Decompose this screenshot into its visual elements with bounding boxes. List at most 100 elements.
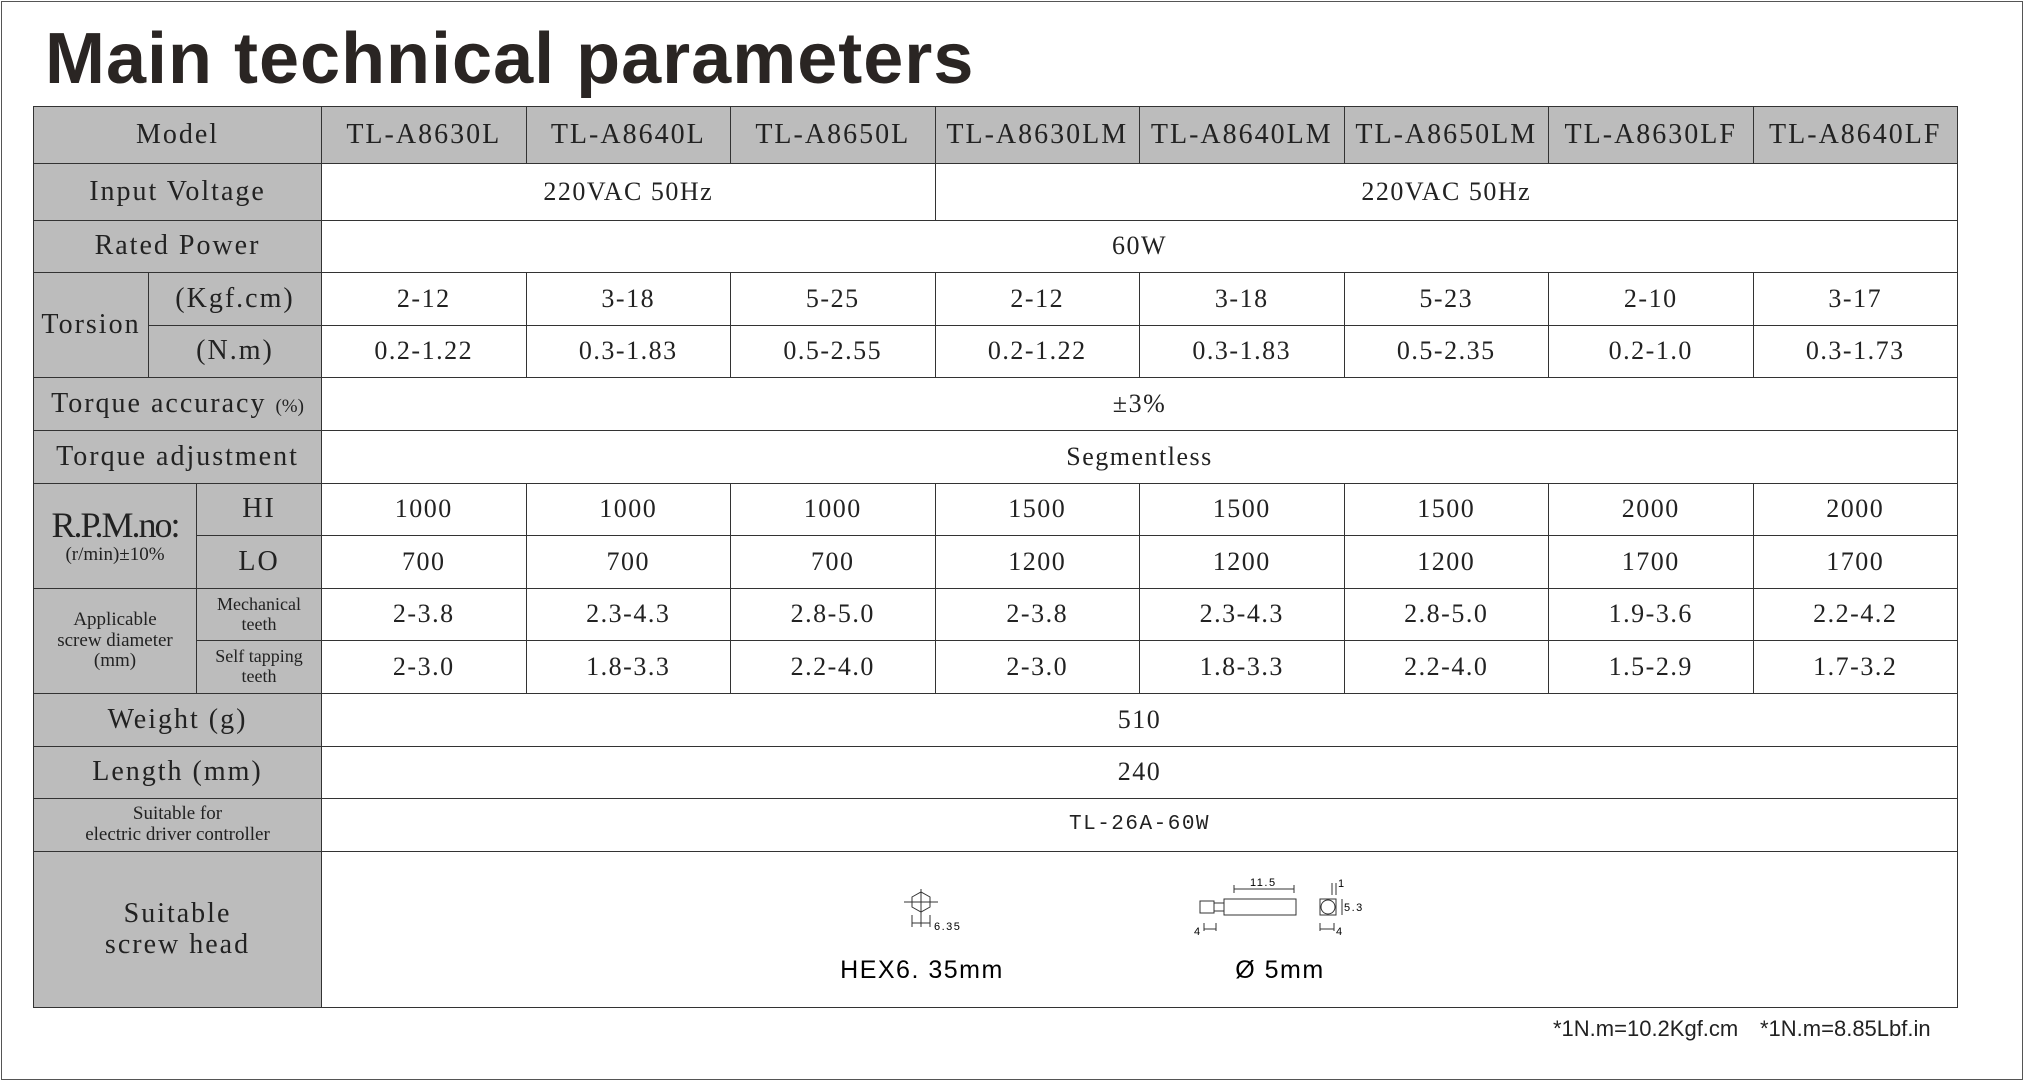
value-cell: 3-18 [1139, 272, 1345, 326]
value-cell: ±3% [321, 377, 1959, 431]
value-cell: 1500 [934, 483, 1141, 536]
value-cell: 0.2-1.0 [1548, 325, 1754, 378]
value-cell: TL-A8650L [730, 106, 936, 164]
value-cell: 5-23 [1343, 272, 1550, 326]
table-row: Model TL-A8630L TL-A8640L TL-A8650L TL-A8630… [32, 106, 1959, 164]
sub-label: Self tapping teeth [195, 640, 323, 694]
label-text: R.P.M.no: [51, 504, 180, 545]
value-cell: 1200 [1139, 535, 1345, 589]
value-cell: 2-3.8 [321, 588, 527, 641]
table-row: Input Voltage 220VAC 50Hz 220VAC 50Hz [32, 163, 1959, 221]
value-cell: 1500 [1139, 483, 1345, 536]
value-cell: 2.3-4.3 [525, 588, 732, 641]
value-cell: TL-A8630L [321, 106, 527, 164]
dimension-label: 4 [1336, 926, 1344, 938]
sub-label: LO [195, 535, 323, 589]
note: *1N.m=8.85Lbf.in [1760, 1016, 1931, 1041]
table-row: Applicable screw diameter (mm) Mechanical… [33, 588, 1959, 694]
value-cell: 2000 [1752, 483, 1959, 536]
option-label: Ø 5mm [1235, 956, 1324, 984]
value-cell: 2.8-5.0 [1343, 588, 1550, 641]
row-label: Torque accuracy (%) [32, 377, 323, 431]
value-cell: 0.2-1.22 [321, 325, 527, 378]
value-cell: 240 [321, 746, 1959, 799]
row-label: Input Voltage [32, 163, 323, 221]
tip-icon [1319, 882, 1343, 931]
value-cell: 2-12 [321, 272, 527, 326]
table-row: Suitable for electric driver controller T… [32, 798, 1959, 852]
sub-label: Mechanical teeth [195, 588, 323, 641]
value-cell: 0.3-1.73 [1752, 325, 1959, 378]
row-label: Applicable screw diameter (mm) [33, 588, 197, 694]
value-cell: 220VAC 50Hz [934, 163, 1959, 221]
value-cell: 2000 [1548, 483, 1754, 536]
value-cell: 2-3.0 [321, 640, 527, 694]
value-cell: 700 [730, 535, 936, 589]
table-row: R.P.M.no: (r/min)±10% HI 1000 1000 1000 1500 15… [33, 483, 1959, 589]
value-cell: 0.2-1.22 [934, 325, 1141, 378]
value-cell: 1000 [525, 483, 732, 536]
value-cell: TL-A8650LM [1343, 106, 1550, 164]
value-cell: 2.2-4.2 [1752, 588, 1959, 641]
value-cell: TL-26A-60W [321, 798, 1959, 852]
table-row: Weight (g) 510 [32, 693, 1959, 747]
sub-label: HI [195, 483, 323, 536]
value-cell: 1.5-2.9 [1548, 640, 1754, 694]
value-cell: 2.3-4.3 [1139, 588, 1345, 641]
value-cell: 1500 [1343, 483, 1550, 536]
value-cell: 700 [525, 535, 732, 589]
value-cell: TL-A8640LM [1139, 106, 1345, 164]
value-cell: 1700 [1548, 535, 1754, 589]
row-label: Rated Power [32, 220, 323, 273]
table-row: (N.m) 0.2-1.22 0.3-1.83 0.5-2.55 0.2-1.22 0.3… [34, 325, 1959, 378]
unit-label: (Kgf.cm) [147, 272, 323, 326]
option-label: HEX6. 35mm [840, 956, 1004, 984]
label-sub: (r/min)±10% [65, 544, 165, 566]
row-label: Torsion [33, 272, 149, 378]
value-cell: 510 [321, 693, 1959, 747]
row-label: Model [32, 106, 323, 164]
label-unit: (%) [275, 395, 304, 417]
value-cell: 220VAC 50Hz [321, 163, 936, 221]
value-cell: TL-A8630LF [1548, 106, 1754, 164]
row-label: Torque adjustment [32, 430, 323, 484]
dimension-label: 4 [1194, 926, 1202, 938]
value-cell: 1.7-3.2 [1752, 640, 1959, 694]
parameter-table: Model TL-A8630L TL-A8640L TL-A8650L TL-A8630… [32, 106, 1959, 1008]
value-cell: 0.3-1.83 [525, 325, 732, 378]
value-cell: TL-A8640LF [1752, 106, 1959, 164]
value-cell: 1000 [321, 483, 527, 536]
label-text: Torque accuracy [51, 387, 267, 419]
value-cell: 1700 [1752, 535, 1959, 589]
table-row: LO 700 700 700 1200 1200 1200 1700 1700 [34, 535, 1959, 589]
shank-icon [1199, 884, 1297, 931]
table-row: Torque adjustment Segmentless [32, 430, 1959, 484]
value-cell: 2.2-4.0 [1343, 640, 1550, 694]
table-row: Self tapping teeth 2-3.0 1.8-3.3 2.2-4.0 2-3… [34, 640, 1959, 694]
dimension-label: 11.5 [1250, 877, 1277, 889]
value-cell: 1200 [1343, 535, 1550, 589]
hex-icon [904, 888, 939, 927]
dimension-label: 5.3 [1344, 902, 1364, 914]
value-cell: 2-3.0 [934, 640, 1141, 694]
value-cell: 60W [321, 220, 1959, 273]
dimension-label: 1 [1338, 878, 1346, 890]
value-cell: 2.8-5.0 [730, 588, 936, 641]
value-cell: 3-17 [1752, 272, 1959, 326]
value-cell: 2-12 [934, 272, 1141, 326]
row-label: Weight (g) [32, 693, 323, 747]
value-cell: 1.9-3.6 [1548, 588, 1754, 641]
value-cell: Segmentless [321, 430, 1959, 484]
value-cell: 1000 [730, 483, 936, 536]
table-row: Suitable screw head 6.35 HEX6. 35mm 11.5 4 1 4… [32, 851, 1959, 1008]
value-cell: 0.3-1.83 [1139, 325, 1345, 378]
value-cell: 2-10 [1548, 272, 1754, 326]
screw-head-cell: 6.35 HEX6. 35mm 11.5 4 1 4 5.3 Ø 5mm [321, 851, 1959, 1008]
title: Main technical parameters [45, 19, 975, 99]
row-label: Length (mm) [32, 746, 323, 799]
value-cell: TL-A8640L [525, 106, 732, 164]
value-cell: 1.8-3.3 [1139, 640, 1345, 694]
value-cell: 2.2-4.0 [730, 640, 936, 694]
value-cell: 0.5-2.35 [1343, 325, 1550, 378]
unit-label: (N.m) [147, 325, 323, 378]
